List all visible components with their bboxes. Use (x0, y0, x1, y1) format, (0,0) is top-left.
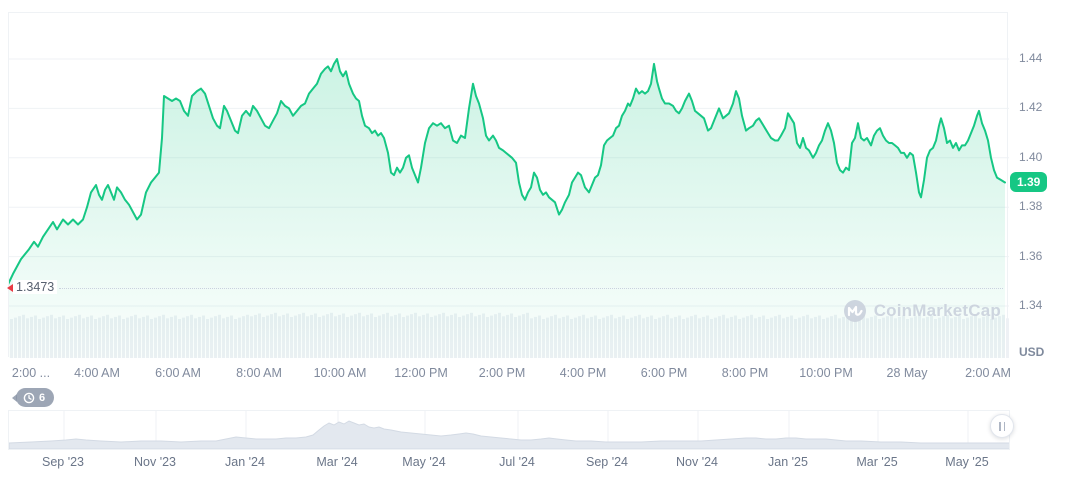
minimap-date-label: May '24 (402, 455, 446, 469)
low-price-marker-icon (7, 283, 13, 292)
x-axis-tick-label: 12:00 PM (394, 366, 448, 380)
minimap-date-label: Nov '24 (676, 455, 718, 469)
minimap-canvas (8, 411, 1012, 450)
clock-icon (23, 392, 35, 403)
coinmarketcap-logo-icon (843, 300, 866, 322)
price-chart-canvas (9, 58, 1009, 358)
y-axis-tick-label: 1.40 (1019, 149, 1043, 164)
pause-handle-icon (999, 421, 1001, 431)
y-axis-tick-label: 1.44 (1019, 51, 1043, 65)
y-axis-tick-label: 1.38 (1019, 199, 1043, 214)
minimap-date-label: Nov '23 (134, 455, 176, 469)
x-axis-tick-label: 28 May (886, 366, 928, 380)
scrubber-handle[interactable] (990, 414, 1014, 438)
minimap-date-label: Mar '25 (856, 455, 898, 469)
y-axis-unit-label: USD (1019, 345, 1045, 359)
minimap-date-label: Jan '25 (768, 455, 808, 469)
minimap-date-labels: Sep '23 Nov '23 Jan '24 Mar '24 May '24 Jul '… (0, 455, 1072, 471)
watermark: CoinMarketCap (843, 299, 1001, 323)
y-axis-tick-label: 1.34 (1019, 298, 1043, 312)
plot-area[interactable]: 1.3473 CoinMarketCap (7, 12, 1009, 358)
history-badge[interactable]: 6 (11, 388, 55, 407)
x-axis-tick-label: 4:00 AM (74, 366, 120, 380)
minimap-date-label: Sep '23 (41, 455, 85, 469)
x-axis-tick-label: 6:00 PM (640, 366, 688, 380)
x-axis: 2:00 ... 4:00 AM 6:00 AM 8:00 AM 10:00 AM 12:… (0, 366, 1072, 384)
x-axis-tick-label: 10:00 AM (313, 366, 367, 380)
minimap-area (8, 420, 1012, 450)
x-axis-tick-label: 2:00 PM (478, 366, 526, 380)
minimap-date-label: Jul '24 (499, 455, 535, 469)
low-price-label: 1.3473 (13, 279, 58, 294)
x-axis-tick-label: 4:00 PM (559, 366, 607, 380)
x-axis-tick-label: 10:00 PM (799, 366, 853, 380)
x-axis-tick-label: 2:00 ... (11, 366, 51, 380)
price-line (9, 58, 1006, 285)
y-axis-tick-label: 1.36 (1019, 248, 1043, 263)
y-axis-tick-label: 1.42 (1019, 100, 1043, 115)
low-price-dotted-line (59, 287, 1003, 289)
x-axis-tick-label: 6:00 AM (155, 366, 201, 380)
x-axis-tick-label: 8:00 PM (721, 366, 769, 380)
current-price-badge: 1.39 (1010, 171, 1048, 192)
history-count: 6 (39, 391, 46, 404)
minimap-date-label: May '25 (945, 455, 989, 469)
date-range-scrubber[interactable] (8, 410, 1014, 450)
x-axis-tick-label: 2:00 AM (965, 366, 1011, 380)
price-area-fill (9, 59, 1005, 358)
minimap-date-label: Mar '24 (316, 455, 358, 469)
x-axis-tick-label: 8:00 AM (236, 366, 282, 380)
minimap-date-label: Jan '24 (225, 455, 265, 469)
minimap-date-label: Sep '24 (585, 455, 629, 469)
watermark-text: CoinMarketCap (873, 301, 1001, 320)
